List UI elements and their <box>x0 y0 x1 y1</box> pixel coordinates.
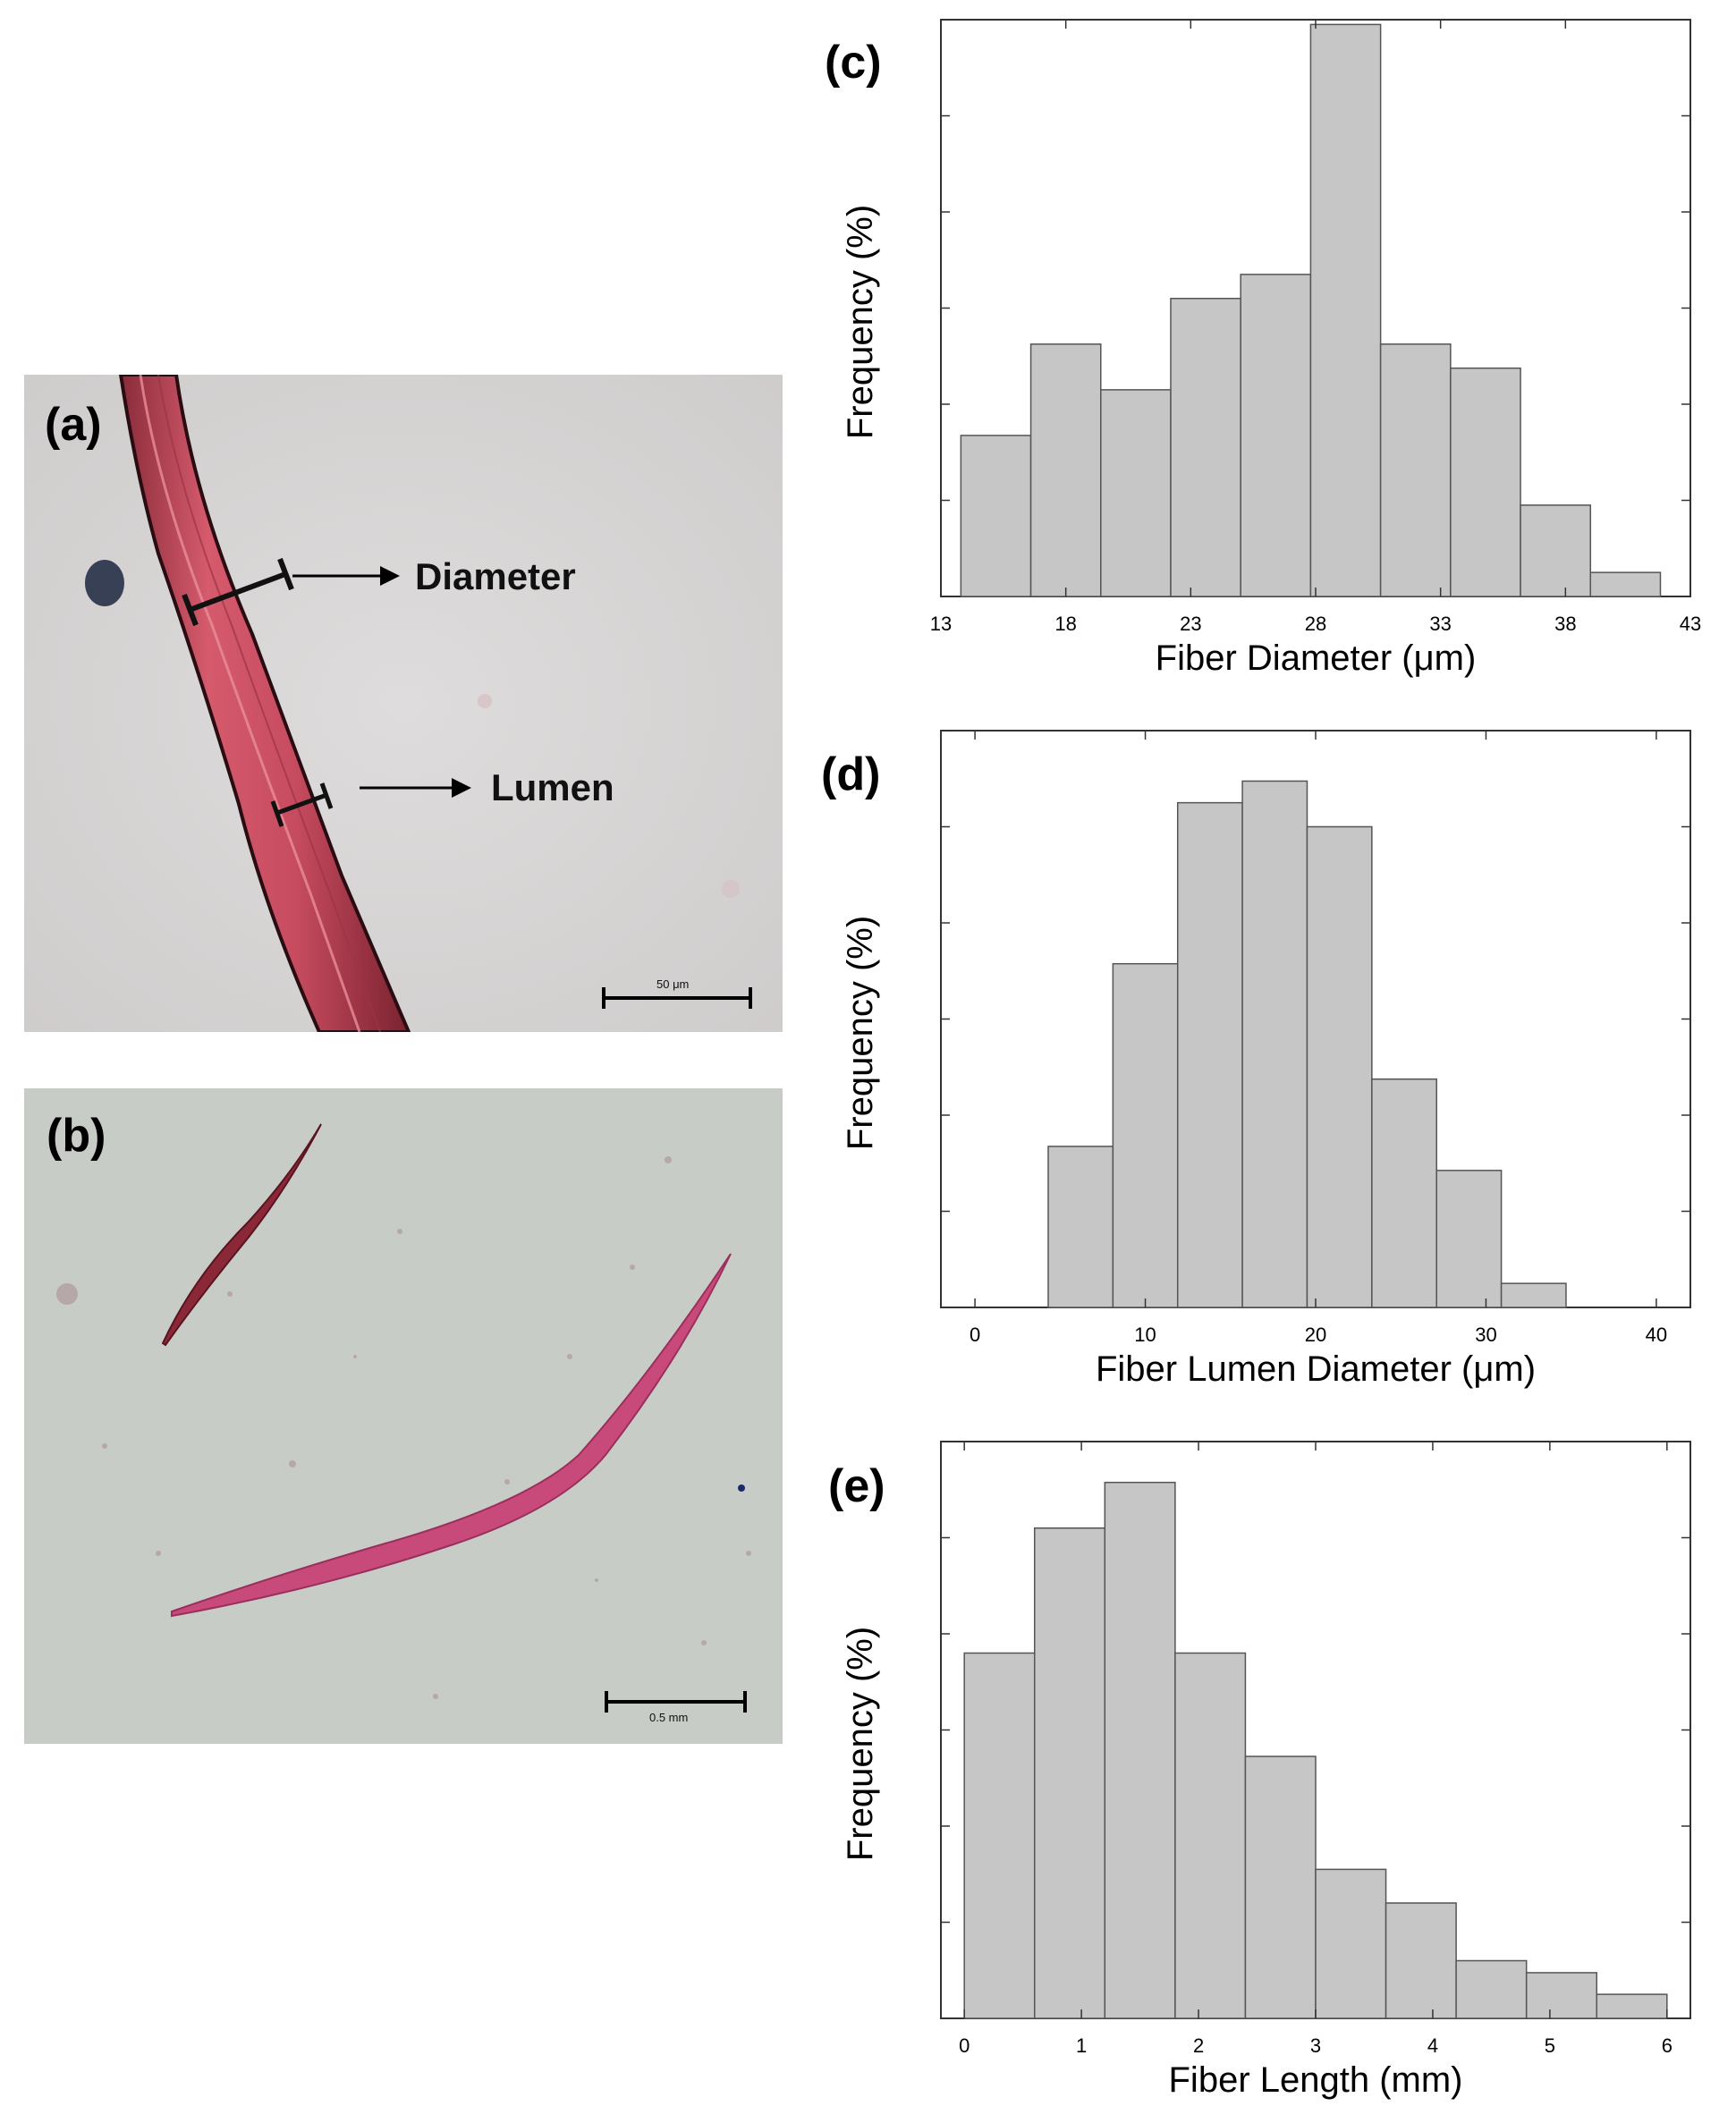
histogram-bar <box>1034 1527 1106 2019</box>
histogram-bar <box>1306 825 1373 1308</box>
lumen-measure-line <box>276 792 327 816</box>
x-tick-label: 18 <box>1054 613 1076 635</box>
histogram-bar <box>1525 1972 1597 2019</box>
lumen-annotation: Lumen <box>491 766 614 808</box>
histogram-bar <box>1170 298 1241 597</box>
x-tick-label: 0 <box>970 1324 980 1346</box>
x-tick-label: 23 <box>1180 613 1201 635</box>
x-tick-label: 5 <box>1545 2034 1555 2057</box>
histogram-bar <box>1309 23 1382 597</box>
histogram-bar <box>1385 1902 1457 2019</box>
scale-bar-a-label: 50 μm <box>656 977 690 991</box>
y-axis-label: Frequency (%) <box>841 205 880 439</box>
x-tick-label: 0 <box>959 2034 970 2057</box>
micrograph-a: Diameter Lumen 50 μm <box>24 375 783 1032</box>
x-tick-label: 6 <box>1662 2034 1672 2057</box>
histogram-bar <box>1315 1868 1387 2019</box>
histogram-bar <box>1241 780 1308 1308</box>
histogram-bar <box>1371 1078 1437 1308</box>
x-tick-label: 28 <box>1305 613 1326 635</box>
y-axis-label-holder: Frequency (%) <box>841 916 880 1150</box>
histogram-bar <box>1240 274 1312 597</box>
x-tick-label: 38 <box>1554 613 1576 635</box>
fiber-diameter-histogram: 0481216202413182328333843Fiber Diameter … <box>930 19 1701 678</box>
x-tick-label: 13 <box>930 613 952 635</box>
histogram-bar <box>1379 343 1452 597</box>
y-axis-label: Frequency (%) <box>841 1627 880 1861</box>
x-tick-label: 20 <box>1305 1324 1326 1346</box>
panel-label-d: (d) <box>821 749 881 800</box>
histogram-bar <box>1100 389 1172 597</box>
histogram-bar <box>1520 504 1592 597</box>
panel-label-c: (c) <box>825 37 882 89</box>
x-axis-label: Fiber Diameter (μm) <box>1156 639 1477 678</box>
histogram-bar <box>1174 1652 1247 2019</box>
histogram-bar <box>1047 1146 1114 1308</box>
histogram-bar <box>1104 1481 1176 2019</box>
y-axis-label: Frequency (%) <box>841 916 880 1150</box>
x-tick-label: 1 <box>1076 2034 1087 2057</box>
x-axis-label: Fiber Lumen Diameter (μm) <box>1096 1349 1536 1389</box>
micrograph-b: 0.5 mm <box>24 1088 783 1744</box>
histogram-bar <box>1029 343 1102 597</box>
arrow-icon <box>380 566 400 586</box>
x-axis-label: Fiber Length (mm) <box>1169 2060 1463 2100</box>
histogram-bar <box>1596 1993 1668 2019</box>
x-tick-label: 30 <box>1475 1324 1496 1346</box>
x-tick-label: 3 <box>1310 2034 1321 2057</box>
histogram-bar <box>1244 1755 1317 2019</box>
x-tick-label: 43 <box>1680 613 1701 635</box>
fibers-overview-image <box>24 1088 783 1744</box>
histogram-bar <box>1112 962 1179 1308</box>
y-axis-label-holder: Frequency (%) <box>841 1627 880 1861</box>
x-tick-label: 33 <box>1429 613 1451 635</box>
histogram-bar <box>1455 1959 1528 2019</box>
x-tick-label: 40 <box>1646 1324 1667 1346</box>
panel-label-b: (b) <box>47 1110 106 1162</box>
histogram-bar <box>1176 801 1243 1308</box>
scale-bar-b-label: 0.5 mm <box>649 1711 689 1724</box>
x-tick-label: 10 <box>1134 1324 1156 1346</box>
histogram-bar <box>1435 1170 1503 1308</box>
panel-label-a: (a) <box>45 399 102 451</box>
fiber-closeup-image <box>24 375 783 1032</box>
diameter-measure-line <box>188 571 287 613</box>
histogram-bar <box>960 435 1032 597</box>
histogram-bar <box>963 1652 1036 2019</box>
arrow-icon <box>452 778 471 798</box>
diameter-annotation: Diameter <box>415 555 576 597</box>
y-axis-label-holder: Frequency (%) <box>841 205 880 439</box>
histogram-bar <box>1589 571 1662 597</box>
panel-label-e: (e) <box>828 1460 885 1512</box>
x-tick-label: 4 <box>1427 2034 1438 2057</box>
histogram-bar <box>1500 1282 1567 1308</box>
fiber-lumen-diameter-histogram: 04812162024010203040Fiber Lumen Diameter… <box>940 730 1691 1389</box>
fiber-length-histogram: 048121620240123456Fiber Length (mm) <box>940 1441 1691 2100</box>
histogram-bar <box>1450 367 1521 597</box>
x-tick-label: 2 <box>1193 2034 1204 2057</box>
